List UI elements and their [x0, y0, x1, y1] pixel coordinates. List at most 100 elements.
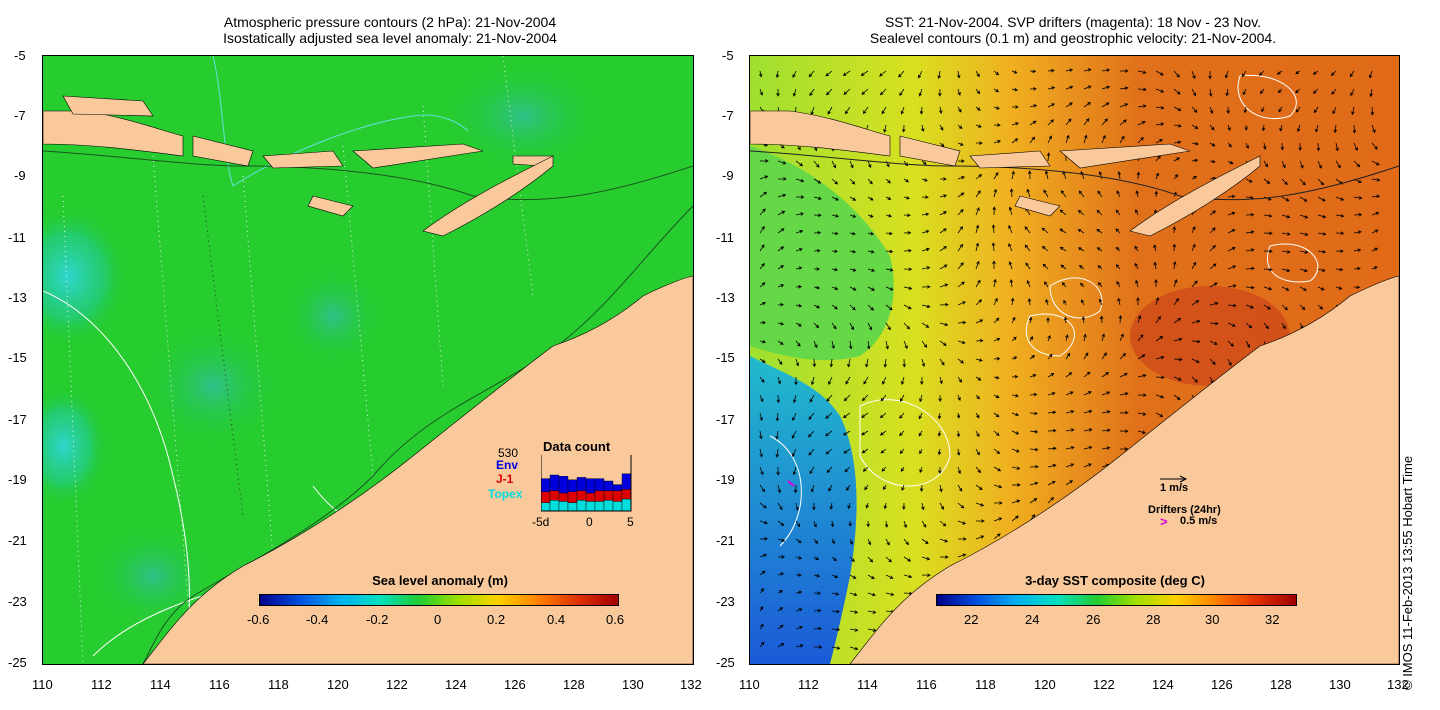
data-count-histogram — [541, 455, 632, 512]
velocity-arrow — [1317, 250, 1327, 254]
velocity-arrow — [849, 538, 853, 545]
shelf-contour — [750, 150, 1399, 201]
velocity-arrow — [1080, 282, 1085, 288]
velocity-arrow — [1335, 249, 1344, 253]
velocity-arrow — [1352, 124, 1357, 134]
velocity-arrow — [993, 448, 1001, 455]
velocity-arrow — [776, 88, 780, 97]
velocity-arrow — [1119, 69, 1129, 73]
x-tick-label: 128 — [1270, 677, 1292, 692]
lesser-sunda-islands — [899, 135, 961, 167]
right-title-line2: Sealevel contours (0.1 m) and geostrophi… — [869, 30, 1277, 46]
velocity-arrow — [792, 394, 797, 404]
velocity-arrow — [939, 302, 949, 307]
shelf-contour — [43, 150, 693, 201]
velocity-arrow — [1333, 124, 1338, 134]
velocity-arrow — [828, 484, 833, 492]
velocity-arrow — [1155, 335, 1164, 342]
velocity-arrow — [1332, 106, 1337, 115]
velocity-arrow — [1312, 88, 1319, 94]
velocity-arrow — [1317, 214, 1327, 219]
velocity-arrow — [1011, 515, 1019, 522]
velocity-arrow — [1335, 160, 1341, 169]
velocity-arrow — [1047, 446, 1057, 451]
velocity-arrow — [1101, 372, 1110, 378]
velocity-arrow — [939, 106, 943, 115]
velocity-arrow — [1227, 246, 1236, 252]
sea-level-contour — [1049, 277, 1103, 319]
cool-water-region — [750, 146, 894, 361]
shelf-contour — [142, 205, 693, 664]
velocity-arrow — [1173, 157, 1181, 162]
velocity-arrow — [975, 299, 983, 306]
velocity-arrow — [867, 249, 875, 254]
velocity-arrow — [849, 304, 856, 311]
velocity-arrow — [849, 214, 857, 218]
velocity-arrow — [1098, 298, 1103, 306]
velocity-arrow — [1155, 88, 1165, 93]
velocity-arrow — [884, 520, 889, 528]
velocity-arrow — [993, 139, 1001, 144]
velocity-arrow — [777, 302, 784, 307]
velocity-arrow — [828, 376, 833, 385]
velocity-arrow — [1061, 282, 1067, 288]
velocity-arrow — [1173, 70, 1180, 78]
velocity-arrow — [1276, 70, 1283, 75]
velocity-arrow — [899, 448, 905, 454]
velocity-arrow — [1263, 286, 1273, 291]
velocity-arrow — [1209, 106, 1214, 115]
velocity-arrow — [1280, 142, 1285, 151]
velocity-arrow — [1011, 430, 1020, 435]
velocity-arrow — [1101, 68, 1111, 72]
y-tick-label: -13 — [716, 290, 735, 305]
velocity-arrow — [826, 88, 833, 96]
velocity-arrow — [849, 646, 859, 651]
velocity-arrow — [1191, 376, 1199, 383]
velocity-arrow — [1155, 375, 1165, 380]
velocity-arrow — [831, 178, 839, 185]
velocity-arrow — [1011, 499, 1021, 504]
velocity-arrow — [1191, 261, 1197, 270]
velocity-arrow — [759, 88, 764, 96]
velocity-arrow — [1029, 104, 1038, 108]
velocity-arrow — [1209, 227, 1216, 234]
velocity-arrow — [1371, 160, 1380, 166]
velocity-arrow — [1026, 188, 1031, 198]
velocity-arrow — [849, 178, 856, 185]
velocity-arrow — [847, 502, 851, 510]
dotted-contour — [242, 175, 274, 557]
drifter-symbol: > — [1160, 514, 1168, 529]
velocity-arrow — [1011, 412, 1020, 417]
y-tick-label: -15 — [8, 350, 27, 365]
velocity-arrow — [1101, 102, 1110, 108]
y-tick-label: -19 — [8, 472, 27, 487]
velocity-arrow — [867, 574, 875, 580]
histogram-bar — [603, 490, 614, 501]
velocity-arrow — [957, 88, 961, 96]
histogram-bar — [621, 498, 632, 512]
velocity-arrow — [1281, 304, 1288, 311]
dotted-contour — [422, 105, 444, 387]
velocity-arrow — [795, 248, 803, 252]
velocity-arrow — [1047, 119, 1054, 126]
velocity-arrow — [1047, 135, 1052, 144]
velocity-arrow — [993, 412, 1000, 418]
velocity-arrow — [1243, 106, 1248, 114]
velocity-arrow — [1063, 316, 1068, 324]
velocity-arrow — [903, 520, 908, 529]
java-bali-island — [750, 110, 891, 157]
velocity-arrow — [1173, 394, 1181, 401]
velocity-arrow — [1353, 248, 1362, 252]
velocity-arrow — [1080, 299, 1085, 306]
velocity-arrow — [1227, 340, 1234, 347]
velocity-arrow — [849, 592, 858, 597]
velocity-arrow — [809, 466, 815, 475]
velocity-arrow — [1191, 124, 1199, 129]
velocity-arrow — [1245, 322, 1253, 329]
velocity-arrow — [795, 358, 800, 367]
velocity-arrow — [1330, 70, 1337, 76]
velocity-arrow — [993, 297, 998, 306]
anomaly-blob — [283, 266, 383, 366]
velocity-arrow — [1191, 280, 1198, 288]
velocity-arrow — [777, 607, 784, 612]
